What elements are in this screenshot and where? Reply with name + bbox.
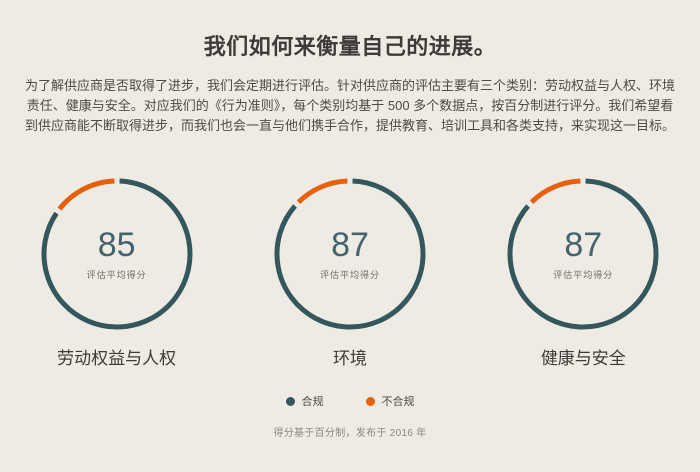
- page-title: 我们如何来衡量自己的进展。: [203, 34, 497, 59]
- legend-item-compliant: 合规: [285, 393, 324, 409]
- donut-figure: 85 评估平均得分: [39, 176, 195, 332]
- noncompliant-arc: [57, 178, 115, 211]
- donut-charts-row: 85 评估平均得分 劳动权益与人权 87 评估平均得分 环境 87 评估平均得分 健康与安全: [0, 176, 700, 369]
- donut-chart-3: 87 评估平均得分健康与安全: [467, 176, 700, 369]
- legend-label-compliant: 合规: [301, 396, 324, 408]
- compliant-dot-icon: [285, 396, 295, 406]
- footnote: 得分基于百分制，发布于 2016 年: [273, 428, 427, 439]
- category-label: 劳动权益与人权: [57, 349, 177, 368]
- noncompliant-dot-icon: [365, 396, 375, 406]
- donut-figure: 87 评估平均得分: [272, 176, 428, 332]
- donut-chart-1: 85 评估平均得分劳动权益与人权: [0, 176, 233, 369]
- compliant-arc: [274, 178, 426, 330]
- compliant-arc: [41, 178, 193, 330]
- intro-paragraph: 为了解供应商是否取得了进步，我们会定期进行评估。针对供应商的评估主要有三个类别：…: [24, 78, 675, 133]
- noncompliant-arc: [296, 178, 348, 205]
- compliant-arc: [507, 178, 659, 330]
- donut-ring: [507, 178, 659, 330]
- donut-ring: [41, 178, 193, 330]
- donut-chart-2: 87 评估平均得分环境: [233, 176, 466, 369]
- legend-label-noncompliant: 不合规: [381, 396, 415, 408]
- section-header: 我们如何来衡量自己的进展。 为了解供应商是否取得了进步，我们会定期进行评估。针对…: [0, 0, 700, 136]
- chart-legend: 合规 不合规: [0, 393, 700, 409]
- legend-item-noncompliant: 不合规: [365, 393, 415, 409]
- donut-ring: [274, 178, 426, 330]
- category-label: 环境: [332, 349, 367, 368]
- category-label: 健康与安全: [540, 349, 626, 368]
- donut-figure: 87 评估平均得分: [505, 176, 661, 332]
- noncompliant-arc: [530, 178, 581, 205]
